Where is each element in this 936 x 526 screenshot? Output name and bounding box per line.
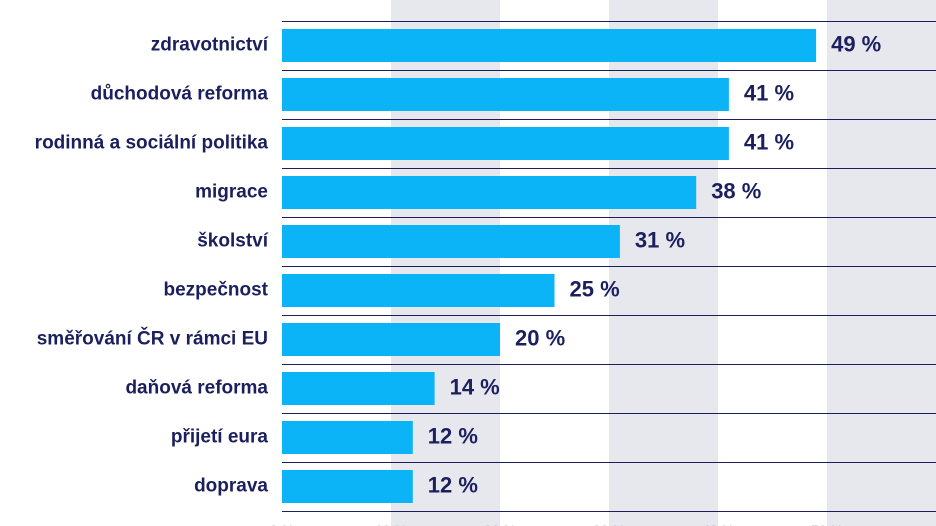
bar [282, 176, 697, 209]
bar [282, 323, 500, 356]
bar [282, 470, 413, 503]
bar [282, 372, 435, 405]
bar [282, 421, 413, 454]
bar [282, 29, 817, 62]
category-label: rodinná a sociální politika [35, 133, 269, 154]
value-label: 12 % [428, 423, 478, 448]
bar [282, 225, 620, 258]
bar [282, 127, 729, 160]
row-lines [282, 21, 936, 512]
bars [282, 29, 817, 503]
x-tick-label: 40 % [702, 522, 734, 526]
category-label: přijetí eura [171, 427, 269, 448]
category-label: zdravotnictví [151, 35, 269, 56]
x-tick-label: 30 % [593, 522, 625, 526]
category-label: důchodová reforma [91, 84, 269, 105]
value-label: 41 % [744, 129, 794, 154]
value-label: 49 % [831, 31, 881, 56]
x-tick-label: 50 % [811, 522, 843, 526]
x-tick-label: 20 % [484, 522, 516, 526]
value-label: 31 % [635, 227, 685, 252]
category-label: školství [197, 231, 268, 252]
category-label: daňová reforma [125, 378, 268, 399]
bar [282, 274, 555, 307]
grid-band [827, 0, 936, 526]
x-tick-label: 10 % [375, 522, 407, 526]
value-label: 25 % [570, 276, 620, 301]
category-label: bezpečnost [163, 280, 268, 301]
category-label: doprava [194, 476, 268, 497]
category-labels: zdravotnictví důchodová reforma rodinná a … [35, 35, 269, 497]
value-label: 38 % [711, 178, 761, 203]
value-label: 41 % [744, 80, 794, 105]
value-label: 14 % [450, 374, 500, 399]
category-label: migrace [195, 182, 268, 203]
value-label: 12 % [428, 472, 478, 497]
value-labels: 49 % 41 % 41 % 38 % 31 % 25 %20 % 14 % 12 % 12 % [428, 31, 881, 497]
bar [282, 78, 729, 111]
value-label: 20 % [515, 325, 565, 350]
x-tick-label: 0 % [270, 522, 295, 526]
x-axis-ticks: 0 % 10 % 20 % 30 % 40 % 50 % [270, 522, 844, 526]
category-label: směřování ČR v rámci EU [37, 328, 268, 350]
